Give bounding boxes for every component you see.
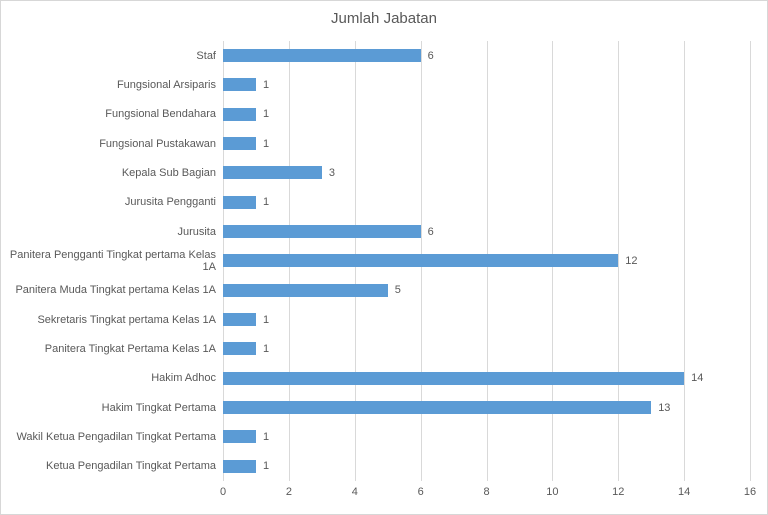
category-label: Ketua Pengadilan Tingkat Pertama — [45, 460, 216, 473]
value-label: 12 — [625, 254, 638, 267]
value-label: 1 — [262, 137, 270, 150]
value-label: 5 — [394, 284, 401, 297]
bar — [223, 137, 256, 151]
category-label: Hakim Adhoc — [151, 372, 216, 385]
bar — [223, 166, 322, 180]
category-label: Panitera Tingkat Pertama Kelas 1A — [44, 342, 216, 355]
bar — [223, 107, 256, 121]
x-axis-ticks: 0 2 4 6 8 10 12 14 16 — [219, 486, 756, 502]
category-label: Hakim Tingkat Pertama — [101, 401, 216, 414]
xtick-label: 0 — [219, 486, 227, 498]
value-label: 1 — [262, 342, 270, 355]
xtick-label: 14 — [678, 486, 691, 498]
category-label: Fungsional Bendahara — [105, 108, 216, 121]
xtick-label: 12 — [612, 486, 625, 498]
bar-rows: 6 1 1 1 3 1 6 12 5 1 1 14 13 1 1 — [223, 41, 750, 481]
chart-title: Jumlah Jabatan — [331, 10, 437, 27]
xtick-label: 2 — [285, 486, 292, 498]
bar — [223, 401, 652, 415]
value-label: 6 — [427, 225, 434, 238]
xtick-label: 4 — [351, 486, 358, 498]
gridline — [750, 41, 751, 481]
bar — [223, 342, 256, 356]
value-label: 1 — [262, 313, 270, 326]
bar-row: 5 — [223, 276, 750, 305]
gridline — [618, 41, 620, 481]
bar-row: 6 — [223, 41, 750, 70]
bar-row: 1 — [223, 100, 750, 129]
bar — [223, 254, 619, 268]
category-label: Fungsional Pustakawan — [99, 137, 216, 150]
category-label: Fungsional Arsiparis — [116, 78, 216, 91]
bar — [223, 78, 256, 92]
bar — [223, 283, 388, 297]
category-label: Wakil Ketua Pengadilan Tingkat Pertama — [16, 430, 216, 443]
category-label: Panitera Muda Tingkat pertama Kelas 1A — [15, 284, 216, 297]
bar-row: 1 — [223, 129, 750, 158]
bar-row: 1 — [223, 70, 750, 99]
xtick-label: 10 — [546, 486, 559, 498]
bar-row: 14 — [223, 364, 750, 393]
bar — [223, 313, 256, 327]
bar — [223, 225, 421, 239]
value-label: 3 — [328, 166, 335, 179]
xtick-label: 8 — [483, 486, 490, 498]
gridline — [684, 41, 686, 481]
bar — [223, 371, 685, 385]
category-label: Jurusita — [177, 225, 216, 238]
category-label: Staf — [196, 49, 216, 62]
bar-row: 1 — [223, 422, 750, 451]
value-label: 1 — [262, 108, 270, 121]
value-label: 1 — [262, 196, 270, 209]
bar-row: 1 — [223, 452, 750, 481]
category-label: Sekretaris Tingkat pertama Kelas 1A — [37, 313, 216, 326]
bar-row: 1 — [223, 305, 750, 334]
category-label: Jurusita Pengganti — [124, 196, 216, 209]
value-label: 1 — [262, 78, 270, 91]
bar — [223, 430, 256, 444]
bar-row: 13 — [223, 393, 750, 422]
bar-row: 6 — [223, 217, 750, 246]
xtick-label: 6 — [417, 486, 424, 498]
bar — [223, 49, 421, 63]
value-label: 1 — [262, 430, 270, 443]
category-label: Panitera Pengganti Tingkat pertama Kelas… — [9, 248, 216, 273]
bar-row: 12 — [223, 246, 750, 275]
bar-row: 1 — [223, 334, 750, 363]
category-labels: Staf Fungsional Arsiparis Fungsional Benda… — [1, 41, 216, 481]
bar — [223, 195, 256, 209]
value-label: 13 — [658, 401, 671, 414]
bar-row: 1 — [223, 188, 750, 217]
value-label: 14 — [691, 372, 704, 385]
value-label: 6 — [427, 49, 434, 62]
category-label: Kepala Sub Bagian — [121, 166, 216, 179]
xtick-label: 16 — [743, 486, 757, 498]
bar-row: 3 — [223, 158, 750, 187]
plot-area: 6 1 1 1 3 1 6 12 5 1 1 14 13 1 1 — [223, 41, 751, 481]
bar — [223, 459, 256, 473]
value-label: 1 — [262, 460, 270, 473]
